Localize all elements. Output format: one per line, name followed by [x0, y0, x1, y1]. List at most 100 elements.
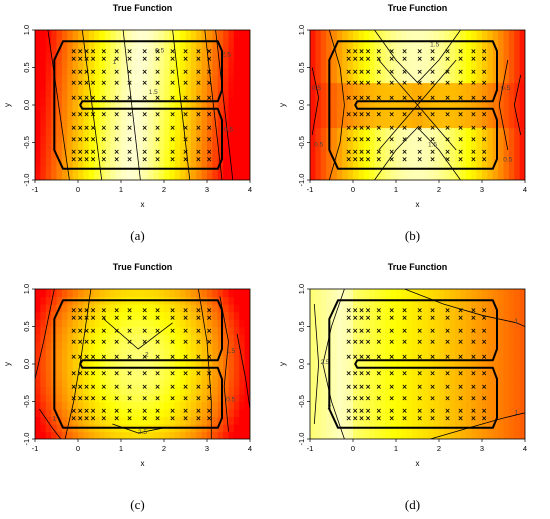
heat-cell	[503, 172, 510, 180]
heat-cell	[482, 409, 488, 418]
heat-cell	[147, 386, 154, 395]
point-marker: ×	[352, 407, 358, 415]
heat-cell	[455, 409, 462, 418]
heat-cell	[385, 157, 392, 166]
heat-cell	[428, 386, 435, 395]
heat-cell	[514, 304, 521, 313]
heat-cell	[396, 334, 402, 343]
heat-cell	[320, 319, 327, 328]
heat-cell	[239, 157, 246, 166]
heat-cell	[56, 52, 63, 61]
heat-cell	[228, 37, 235, 46]
heat-cell	[374, 311, 381, 320]
point-marker: ×	[365, 148, 371, 156]
heat-cell	[228, 311, 235, 320]
heat-cell	[78, 82, 84, 91]
heat-cell	[433, 150, 440, 159]
heat-cell	[45, 371, 52, 380]
heat-cell	[239, 165, 246, 174]
heat-cell	[110, 142, 117, 151]
point-marker: ×	[376, 327, 382, 335]
point-marker: ×	[90, 370, 96, 378]
heat-cell	[331, 289, 338, 298]
heat-cell	[40, 341, 47, 350]
heat-cell	[78, 394, 84, 403]
heat-cell	[153, 150, 160, 159]
heat-cell	[45, 356, 52, 365]
heat-cell	[72, 97, 79, 106]
chart-svg-a: 0.511.52.50.5× × × × × × × × × × × × ×× × × × × × × × × × × × ××…	[3, 3, 252, 209]
heat-cell	[310, 289, 316, 298]
heat-cell	[326, 431, 333, 439]
heat-cell	[115, 120, 122, 129]
heat-cell	[482, 349, 488, 358]
heat-cell	[422, 30, 429, 39]
heat-cell	[223, 112, 230, 121]
heat-cell	[439, 60, 445, 69]
heat-cell	[104, 289, 111, 298]
heat-cell	[180, 371, 187, 380]
heat-cell	[331, 386, 338, 395]
heat-cell	[72, 341, 79, 350]
heat-cell	[358, 431, 365, 439]
heat-cell	[503, 67, 510, 76]
heat-cell	[190, 386, 197, 395]
heat-cell	[455, 319, 462, 328]
heat-cell	[514, 75, 521, 84]
heat-cell	[503, 90, 510, 99]
heat-cell	[449, 67, 456, 76]
heat-cell	[433, 45, 440, 54]
heat-cell	[331, 401, 338, 410]
point-marker: ×	[352, 94, 358, 102]
heat-cell	[310, 356, 316, 365]
heat-cell	[142, 431, 149, 439]
heat-cell	[428, 379, 435, 388]
heat-cell	[88, 30, 95, 39]
heat-cell	[158, 90, 165, 99]
point-marker: ×	[206, 307, 212, 315]
x-tick-label: 0	[351, 185, 355, 194]
heat-cell	[40, 319, 47, 328]
heat-cell	[110, 304, 117, 313]
x-tick-label: 1	[119, 185, 123, 194]
heat-cell	[228, 379, 235, 388]
heat-cell	[514, 349, 521, 358]
heat-cell	[412, 112, 419, 121]
heat-cell	[110, 75, 117, 84]
heat-cell	[465, 30, 472, 39]
heat-cell	[131, 311, 138, 320]
heat-cell	[514, 326, 521, 335]
heat-cell	[67, 304, 74, 313]
heat-cell	[190, 371, 197, 380]
heat-cell	[190, 394, 197, 403]
point-marker: ×	[142, 79, 148, 87]
heat-cell	[433, 60, 440, 69]
heat-cell	[514, 165, 521, 174]
point-marker: ×	[346, 307, 352, 315]
heat-cell	[508, 371, 515, 380]
heat-cell	[212, 67, 219, 76]
point-marker: ×	[445, 124, 451, 132]
heat-cell	[190, 334, 197, 343]
point-marker: ×	[101, 394, 107, 402]
heat-cell	[137, 409, 144, 418]
heat-cell	[358, 319, 365, 328]
heat-cell	[379, 349, 386, 358]
point-marker: ×	[376, 383, 382, 391]
heat-cell	[142, 371, 149, 380]
heat-cell	[358, 326, 365, 335]
heat-cell	[412, 82, 419, 91]
heat-cell	[406, 82, 413, 91]
heat-cell	[99, 67, 106, 76]
point-marker: ×	[71, 124, 77, 132]
heat-cell	[342, 386, 349, 395]
heat-cell	[153, 67, 160, 76]
heat-cell	[207, 394, 213, 403]
heat-cell	[244, 416, 250, 425]
heat-cell	[320, 386, 327, 395]
heat-cell	[88, 90, 95, 99]
heat-cell	[35, 127, 41, 136]
heat-cell	[406, 52, 413, 61]
point-marker: ×	[170, 124, 176, 132]
y-tick-label: 1.0	[22, 284, 31, 294]
